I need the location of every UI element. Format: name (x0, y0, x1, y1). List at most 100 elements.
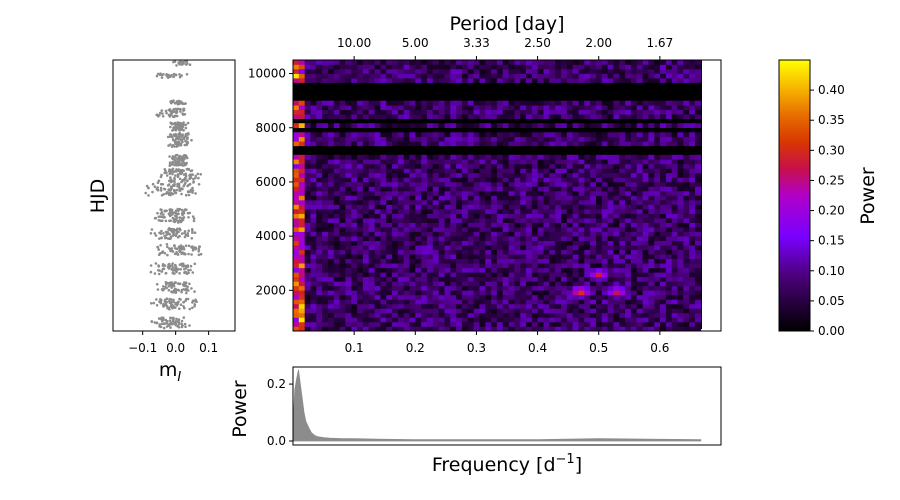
heatmap-cell (683, 195, 690, 201)
heatmap-cell (584, 159, 591, 165)
heatmap-cell (502, 200, 509, 205)
heatmap-cell (392, 172, 399, 178)
light-curve-point (180, 159, 184, 163)
heatmap-cell (642, 100, 649, 106)
light-curve-point (176, 282, 180, 285)
heatmap-cell (432, 227, 439, 232)
light-curve-point (165, 174, 169, 177)
heatmap-cell (409, 285, 416, 291)
heatmap-cell (479, 213, 486, 219)
heatmap-cell (543, 73, 550, 79)
heatmap-cell (654, 109, 661, 115)
heatmap-cell (625, 209, 632, 214)
heatmap-cell (689, 308, 696, 314)
heatmap-cell (374, 204, 381, 210)
light-curve-point (187, 269, 190, 272)
heatmap-cell (450, 326, 457, 332)
heatmap-cell (561, 200, 568, 205)
heatmap-cell (543, 231, 550, 237)
heatmap-cell (689, 141, 696, 147)
light-curve-points (144, 60, 203, 330)
heatmap-cell (665, 276, 673, 282)
light-curve-point (173, 180, 176, 184)
heatmap-cell (427, 285, 434, 291)
heatmap-cell (403, 290, 410, 296)
heatmap-cell (508, 64, 515, 70)
heatmap-cell (485, 317, 492, 323)
heatmap-cell (671, 186, 678, 192)
heatmap-cell (630, 240, 638, 246)
heatmap-cell (415, 64, 422, 70)
heatmap-cell (648, 218, 655, 223)
heatmap-cell (677, 294, 684, 300)
heatmap-cell (380, 263, 387, 269)
heatmap-cell (496, 227, 504, 232)
heatmap-cell (584, 136, 591, 142)
heatmap-cell (351, 227, 358, 232)
heatmap-cell (304, 258, 311, 264)
heatmap-cell (578, 78, 585, 83)
heatmap-cell (450, 231, 457, 237)
light-curve-point (152, 301, 156, 305)
heatmap-cell (531, 141, 539, 147)
heatmap-cell (578, 281, 585, 287)
heatmap-cell (473, 249, 480, 255)
heatmap-cell (345, 249, 352, 255)
heatmap-cell (572, 168, 579, 174)
heatmap-cell (467, 222, 474, 228)
heatmap-cell (648, 191, 655, 196)
heatmap-cell (537, 132, 544, 138)
heatmap-cell (339, 200, 346, 205)
light-curve-point (174, 209, 178, 213)
light-curve-point (168, 155, 171, 158)
heatmap-cell (502, 308, 509, 314)
light-curve-point (156, 186, 159, 189)
heatmap-cell (421, 163, 428, 169)
heatmap-cell (462, 227, 469, 232)
heatmap-cell (677, 163, 684, 169)
heatmap-cell (339, 163, 346, 169)
heatmap-cell (625, 276, 632, 282)
heatmap-cell (695, 213, 702, 219)
heatmap-cell (485, 109, 492, 115)
heatmap-cell (561, 177, 568, 183)
heatmap-cell (496, 186, 504, 192)
light-curve-point (165, 233, 168, 237)
heatmap-cell (543, 105, 550, 111)
heatmap-cell (660, 308, 667, 314)
heatmap-cell (654, 222, 661, 228)
heatmap-cell (619, 78, 626, 83)
heatmap-cell (607, 114, 614, 120)
heatmap-cell (368, 326, 375, 332)
heatmap-cell (683, 73, 690, 79)
colorbar-tick-label: 0.15 (818, 234, 845, 248)
heatmap-cell (333, 172, 340, 178)
heatmap-cell (403, 141, 410, 147)
heatmap-cell (374, 114, 381, 120)
heatmap-cell (584, 186, 591, 192)
heatmap-cell (526, 195, 533, 201)
heatmap-cell (619, 181, 626, 187)
heatmap-cell (636, 73, 643, 79)
heatmap-cell (362, 69, 370, 74)
heatmap-cell (403, 308, 410, 314)
heatmap-cell (362, 303, 370, 309)
heatmap-cell (444, 132, 451, 138)
light-curve-point (189, 268, 192, 272)
heatmap-cell (357, 209, 364, 214)
heatmap-cell (421, 181, 428, 187)
heatmap-cell (496, 294, 504, 300)
heatmap-cell (683, 109, 690, 115)
light-curve-point (186, 140, 189, 144)
heatmap-cell (322, 163, 329, 169)
heatmap-cell (345, 168, 352, 174)
heatmap-cell (607, 240, 614, 246)
heatmap-cell (304, 73, 311, 79)
heatmap-cell (514, 141, 521, 147)
heatmap-cell (584, 195, 591, 201)
heatmap-cell (561, 123, 568, 129)
heatmap-cell (695, 317, 702, 323)
heatmap-cell (601, 209, 608, 214)
heatmap-cell (485, 294, 492, 300)
